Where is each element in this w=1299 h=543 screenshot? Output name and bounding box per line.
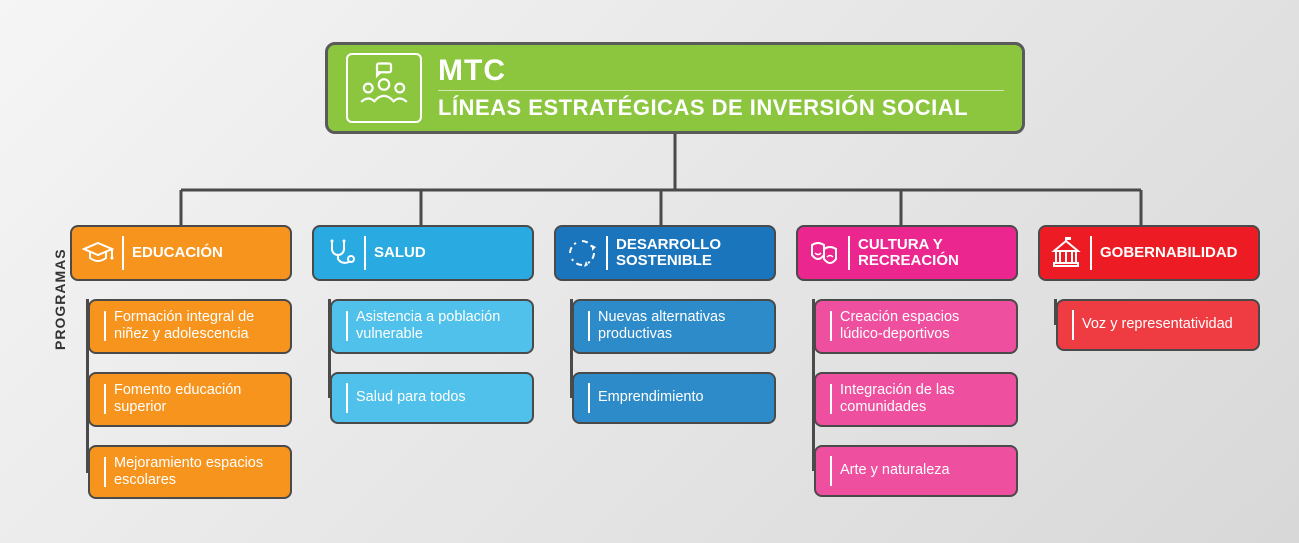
program-label: Asistencia a población vulnerable <box>356 309 522 344</box>
divider <box>830 311 832 341</box>
category-column-desarrollo: DESARROLLO SOSTENIBLE Nuevas alternativas… <box>554 225 776 499</box>
divider <box>122 236 124 270</box>
program-label: Voz y representatividad <box>1082 316 1233 333</box>
program-item: Integración de las comunidades <box>814 372 1018 427</box>
category-label: EDUCACIÓN <box>132 245 223 262</box>
category-column-gobernabilidad: GOBERNABILIDAD Voz y representatividad <box>1038 225 1260 499</box>
program-item: Creación espacios lúdico-deportivos <box>814 299 1018 354</box>
program-item: Mejoramiento espacios escolares <box>88 445 292 500</box>
programs-list: Creación espacios lúdico-deportivos Integ… <box>814 299 1018 497</box>
programs-axis-label: PROGRAMAS <box>52 248 68 350</box>
government-building-icon <box>1048 235 1084 271</box>
category-columns: EDUCACIÓN Formación integral de niñez y a… <box>70 225 1260 499</box>
programs-list: Voz y representatividad <box>1056 299 1260 351</box>
divider <box>104 384 106 414</box>
category-label: DESARROLLO SOSTENIBLE <box>616 237 764 270</box>
divider <box>588 383 590 413</box>
program-label: Salud para todos <box>356 389 466 406</box>
program-label: Arte y naturaleza <box>840 462 950 479</box>
program-item: Asistencia a población vulnerable <box>330 299 534 354</box>
category-cultura: CULTURA Y RECREACIÓN <box>796 225 1018 281</box>
root-text: MTC LÍNEAS ESTRATÉGICAS DE INVERSIÓN SOC… <box>438 56 1004 121</box>
divider <box>830 456 832 486</box>
program-label: Formación integral de niñez y adolescenc… <box>114 309 280 344</box>
programs-list: Nuevas alternativas productivas Emprendim… <box>572 299 776 424</box>
root-node: MTC LÍNEAS ESTRATÉGICAS DE INVERSIÓN SOC… <box>325 42 1025 134</box>
program-label: Mejoramiento espacios escolares <box>114 455 280 490</box>
program-label: Emprendimiento <box>598 389 704 406</box>
program-label: Fomento educación superior <box>114 382 280 417</box>
category-label: GOBERNABILIDAD <box>1100 245 1238 262</box>
program-label: Nuevas alternativas productivas <box>598 309 764 344</box>
program-item: Voz y representatividad <box>1056 299 1260 351</box>
divider <box>104 311 106 341</box>
category-desarrollo: DESARROLLO SOSTENIBLE <box>554 225 776 281</box>
category-label: CULTURA Y RECREACIÓN <box>858 237 1006 270</box>
program-item: Emprendimiento <box>572 372 776 424</box>
program-label: Integración de las comunidades <box>840 382 1006 417</box>
category-educacion: EDUCACIÓN <box>70 225 292 281</box>
program-label: Creación espacios lúdico-deportivos <box>840 309 1006 344</box>
divider <box>104 457 106 487</box>
divider <box>848 236 850 270</box>
divider <box>346 383 348 413</box>
program-item: Nuevas alternativas productivas <box>572 299 776 354</box>
divider <box>364 236 366 270</box>
graduation-cap-icon <box>80 235 116 271</box>
divider <box>830 384 832 414</box>
category-label: SALUD <box>374 245 426 262</box>
root-subtitle: LÍNEAS ESTRATÉGICAS DE INVERSIÓN SOCIAL <box>438 90 1004 121</box>
divider <box>346 311 348 341</box>
category-column-salud: SALUD Asistencia a población vulnerable Sa… <box>312 225 534 499</box>
program-item: Salud para todos <box>330 372 534 424</box>
category-column-cultura: CULTURA Y RECREACIÓN Creación espacios lú… <box>796 225 1018 499</box>
theater-masks-icon <box>806 235 842 271</box>
recycle-icon <box>564 235 600 271</box>
program-item: Formación integral de niñez y adolescenc… <box>88 299 292 354</box>
root-title: MTC <box>438 56 1004 86</box>
category-gobernabilidad: GOBERNABILIDAD <box>1038 225 1260 281</box>
divider <box>1072 310 1074 340</box>
divider <box>1090 236 1092 270</box>
people-group-icon <box>346 53 422 123</box>
divider <box>606 236 608 270</box>
category-column-educacion: EDUCACIÓN Formación integral de niñez y a… <box>70 225 292 499</box>
program-item: Arte y naturaleza <box>814 445 1018 497</box>
stethoscope-icon <box>322 235 358 271</box>
programs-list: Asistencia a población vulnerable Salud p… <box>330 299 534 424</box>
program-item: Fomento educación superior <box>88 372 292 427</box>
divider <box>588 311 590 341</box>
programs-list: Formación integral de niñez y adolescenc… <box>88 299 292 499</box>
category-salud: SALUD <box>312 225 534 281</box>
